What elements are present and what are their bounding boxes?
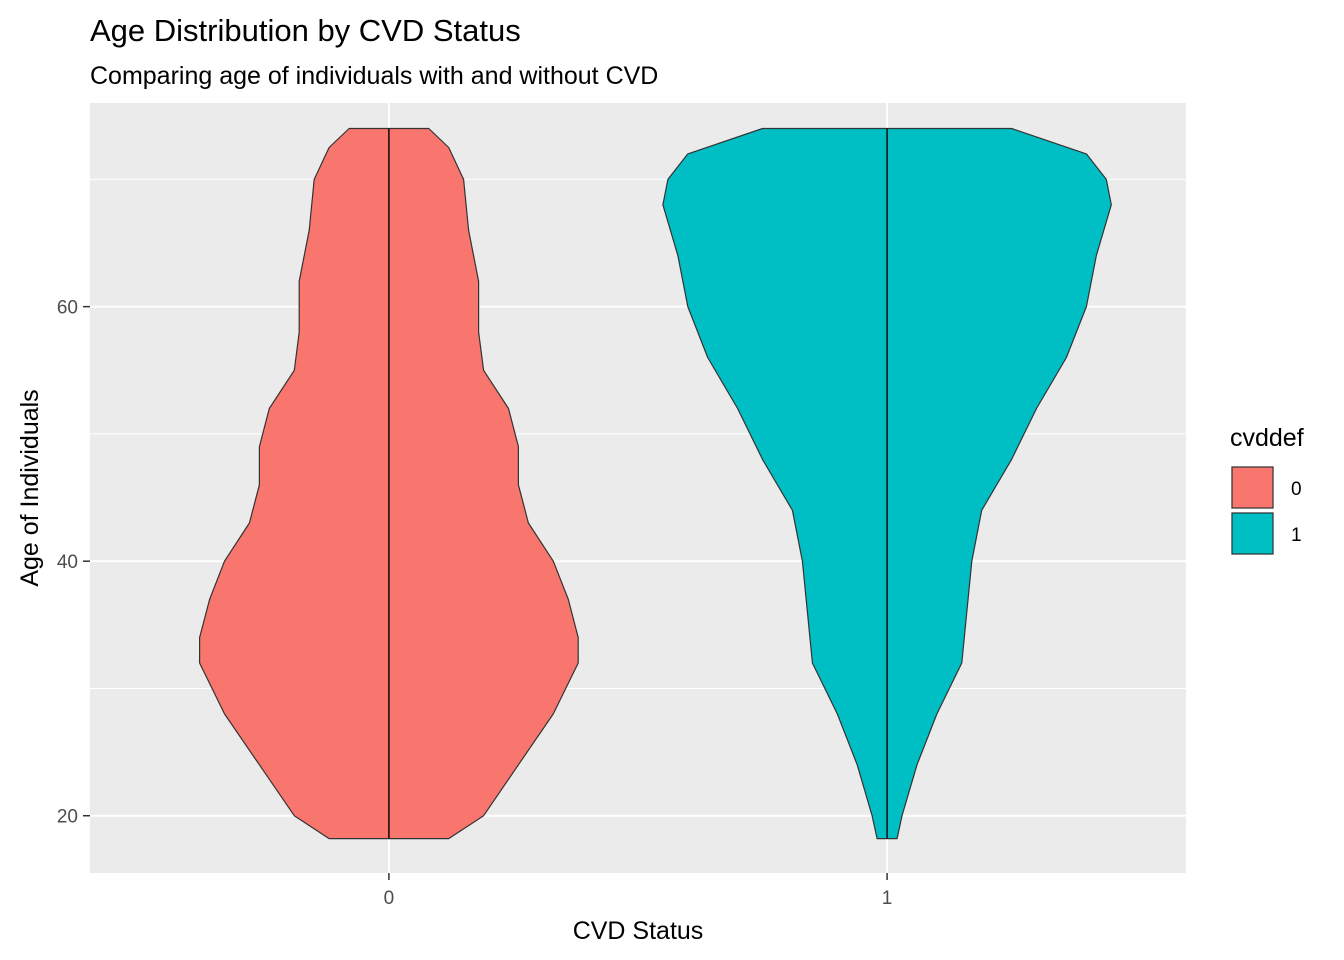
legend-swatch-0 [1231, 466, 1274, 509]
legend-label-1: 1 [1291, 525, 1302, 546]
legend-title: cvddef [1230, 424, 1304, 452]
y-axis: 20 40 60 [57, 298, 90, 828]
legend: cvddef 0 1 [1230, 424, 1304, 555]
y-tick-label: 60 [57, 298, 78, 319]
chart-subtitle: Comparing age of individuals with and wi… [90, 62, 658, 90]
legend-swatch-1 [1231, 512, 1274, 555]
y-tick-label: 40 [57, 552, 78, 573]
legend-label-0: 0 [1291, 479, 1302, 500]
violins [199, 127, 1112, 840]
x-axis-title: CVD Status [573, 917, 704, 945]
x-tick-label: 0 [384, 888, 395, 909]
y-tick-label: 20 [57, 807, 78, 828]
y-axis-title: Age of Individuals [16, 389, 44, 586]
chart-title: Age Distribution by CVD Status [90, 13, 521, 48]
x-tick-label: 1 [882, 888, 893, 909]
